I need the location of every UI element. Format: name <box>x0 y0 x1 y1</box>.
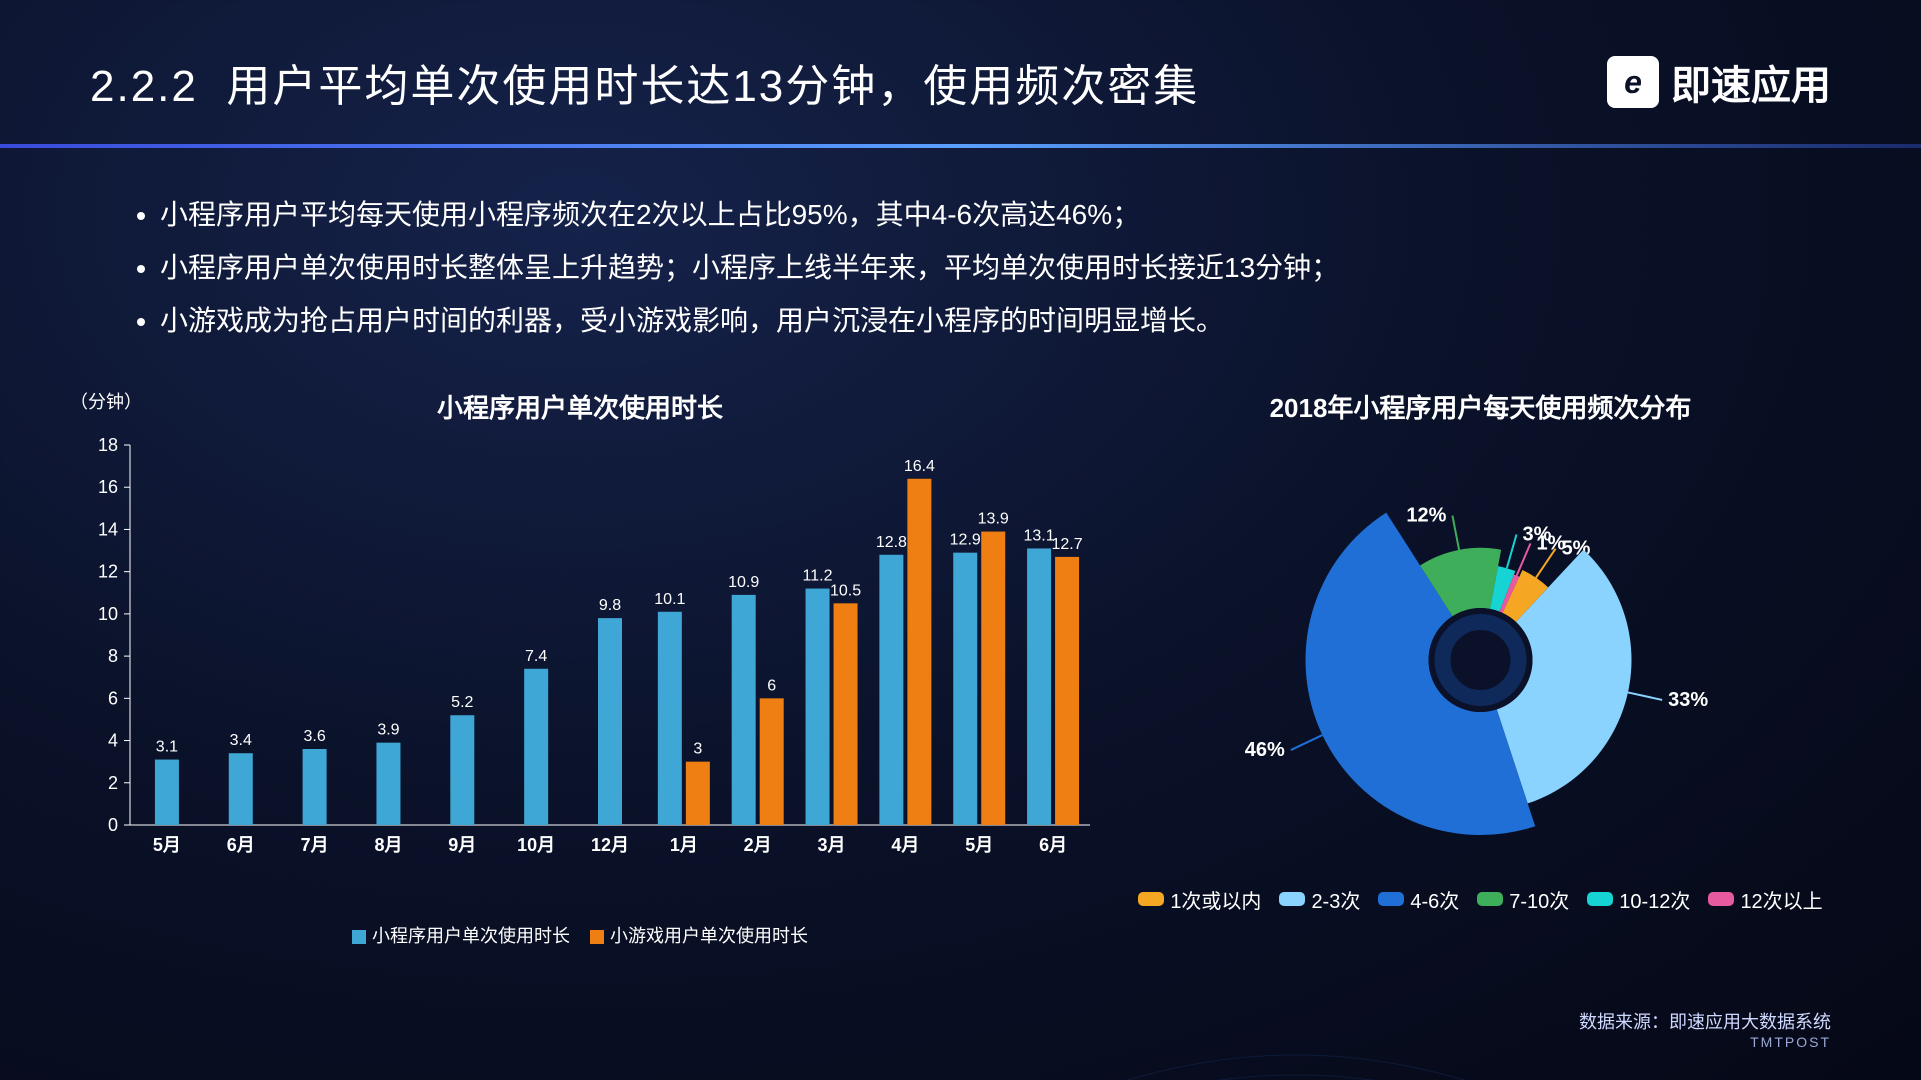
pie-chart-container: 2018年小程序用户每天使用频次分布 5%33%46%12%3%1% 1次或以内… <box>1110 388 1851 948</box>
svg-text:18: 18 <box>98 435 118 455</box>
bar <box>155 759 179 824</box>
legend-item: 小游戏用户单次使用时长 <box>590 926 808 946</box>
svg-text:1月: 1月 <box>670 835 698 855</box>
svg-text:6: 6 <box>767 677 776 694</box>
svg-text:4: 4 <box>108 730 118 750</box>
bullet-list: 小程序用户平均每天使用小程序频次在2次以上占比95%，其中4-6次高达46%； … <box>0 178 1921 378</box>
svg-text:10.1: 10.1 <box>654 590 685 607</box>
legend-item: 7-10次 <box>1477 885 1569 914</box>
bar <box>1055 556 1079 824</box>
svg-text:3.6: 3.6 <box>303 728 325 745</box>
legend-item: 小程序用户单次使用时长 <box>352 926 570 946</box>
bar <box>524 668 548 824</box>
svg-text:6: 6 <box>108 688 118 708</box>
svg-text:5月: 5月 <box>965 835 993 855</box>
bar <box>658 611 682 824</box>
svg-text:5月: 5月 <box>153 835 181 855</box>
bar-chart-legend: 小程序用户单次使用时长小游戏用户单次使用时长 <box>70 922 1090 948</box>
svg-text:8: 8 <box>108 646 118 666</box>
svg-text:16: 16 <box>98 477 118 497</box>
legend-item: 2-3次 <box>1279 885 1360 914</box>
bar <box>907 478 931 824</box>
svg-text:3: 3 <box>693 740 702 757</box>
header: 2.2.2 用户平均单次使用时长达13分钟，使用频次密集 e 即速应用 <box>0 0 1921 134</box>
bar <box>834 603 858 825</box>
svg-text:2月: 2月 <box>744 835 772 855</box>
svg-text:12%: 12% <box>1406 504 1446 526</box>
legend-item: 4-6次 <box>1378 885 1459 914</box>
svg-text:46%: 46% <box>1245 739 1285 761</box>
svg-text:3.9: 3.9 <box>377 721 399 738</box>
svg-text:11.2: 11.2 <box>803 567 833 584</box>
bullet-item: 小游戏成为抢占用户时间的利器，受小游戏影响，用户沉浸在小程序的时间明显增长。 <box>160 294 1801 347</box>
legend-item: 1次或以内 <box>1138 885 1261 914</box>
svg-text:3月: 3月 <box>818 835 846 855</box>
svg-text:14: 14 <box>98 519 118 539</box>
svg-text:12: 12 <box>98 561 118 581</box>
bullet-item: 小程序用户平均每天使用小程序频次在2次以上占比95%，其中4-6次高达46%； <box>160 188 1801 241</box>
svg-text:7月: 7月 <box>301 835 329 855</box>
legend-item: 10-12次 <box>1587 885 1690 914</box>
logo-badge-icon: e <box>1607 56 1659 108</box>
svg-text:13.9: 13.9 <box>978 510 1009 527</box>
svg-text:9.8: 9.8 <box>599 597 621 614</box>
svg-text:1%: 1% <box>1536 532 1565 554</box>
bar-chart-container: （分钟） 小程序用户单次使用时长 0 2 4 6 8 10 12 14 16 18 3.1 5月 3.4… <box>70 388 1090 948</box>
bar <box>598 618 622 825</box>
section-number: 2.2.2 <box>90 62 198 111</box>
svg-text:7.4: 7.4 <box>525 647 547 664</box>
svg-text:5.2: 5.2 <box>451 694 473 711</box>
data-source: 数据来源：即速应用大数据系统 TMTPOST <box>1579 1008 1831 1050</box>
bar <box>806 588 830 824</box>
bar-chart-title: 小程序用户单次使用时长 <box>70 388 1090 425</box>
svg-text:4月: 4月 <box>891 835 919 855</box>
svg-text:10月: 10月 <box>517 835 555 855</box>
svg-text:13.1: 13.1 <box>1024 527 1055 544</box>
svg-text:6月: 6月 <box>227 835 255 855</box>
pie-chart-title: 2018年小程序用户每天使用频次分布 <box>1110 388 1851 425</box>
svg-text:6月: 6月 <box>1039 835 1067 855</box>
bar <box>303 749 327 825</box>
svg-text:10: 10 <box>98 603 118 623</box>
logo-text: 即速应用 <box>1671 53 1831 111</box>
bullet-item: 小程序用户单次使用时长整体呈上升趋势；小程序上线半年来，平均单次使用时长接近13… <box>160 241 1801 294</box>
svg-text:0: 0 <box>108 815 118 835</box>
svg-text:16.4: 16.4 <box>904 457 935 474</box>
bar <box>732 594 756 824</box>
bar <box>376 742 400 824</box>
bar <box>981 531 1005 824</box>
brand-logo: e 即速应用 <box>1607 53 1831 111</box>
y-axis-unit: （分钟） <box>70 388 142 414</box>
svg-text:12.9: 12.9 <box>950 531 981 548</box>
svg-text:8月: 8月 <box>374 835 402 855</box>
svg-text:3.4: 3.4 <box>230 732 252 749</box>
svg-text:10.5: 10.5 <box>830 582 861 599</box>
legend-item: 12次以上 <box>1708 885 1822 914</box>
title-text: 用户平均单次使用时长达13分钟，使用频次密集 <box>226 62 1199 111</box>
bar <box>879 554 903 824</box>
source-text: 数据来源：即速应用大数据系统 <box>1579 1012 1831 1032</box>
bar <box>953 552 977 824</box>
pie-chart: 5%33%46%12%3%1% <box>1110 435 1851 865</box>
svg-text:3.1: 3.1 <box>156 738 178 755</box>
svg-text:10.9: 10.9 <box>728 573 759 590</box>
svg-text:9月: 9月 <box>448 835 476 855</box>
page-title: 2.2.2 用户平均单次使用时长达13分钟，使用频次密集 <box>90 50 1199 114</box>
source-sub: TMTPOST <box>1579 1034 1831 1050</box>
svg-text:12.8: 12.8 <box>876 533 907 550</box>
svg-text:33%: 33% <box>1668 688 1708 710</box>
svg-text:2: 2 <box>108 772 118 792</box>
svg-text:12.7: 12.7 <box>1052 535 1083 552</box>
pie-chart-legend: 1次或以内 2-3次 4-6次 7-10次 10-12次 12次以上 <box>1110 885 1851 914</box>
svg-text:12月: 12月 <box>591 835 629 855</box>
bar <box>450 715 474 825</box>
header-divider <box>0 144 1921 148</box>
bar <box>760 698 784 825</box>
bar <box>229 753 253 825</box>
bar <box>1027 548 1051 825</box>
bar <box>686 761 710 824</box>
bar-chart: 0 2 4 6 8 10 12 14 16 18 3.1 5月 3.4 6月 3.6 7月 3.9 8月 5.2 9月… <box>70 435 1090 905</box>
